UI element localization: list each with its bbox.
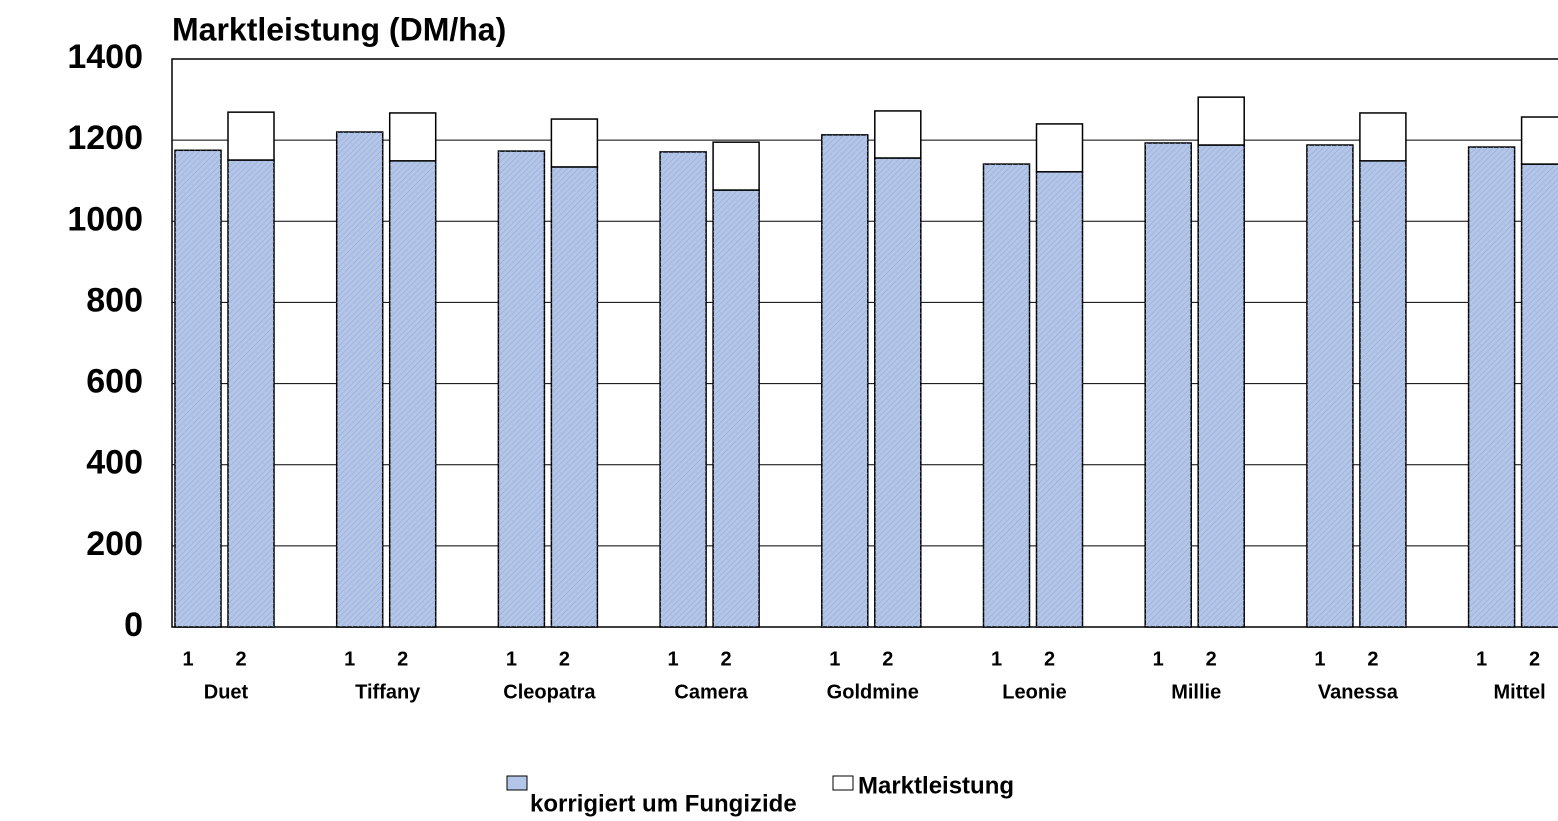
y-tick-label: 0 xyxy=(124,606,143,644)
group-label: Cleopatra xyxy=(503,681,596,703)
legend-label: Marktleistung xyxy=(858,772,1014,799)
x-tick-label: 1 xyxy=(1476,648,1487,670)
legend-swatch xyxy=(832,775,854,791)
bar xyxy=(874,110,922,159)
bar xyxy=(1197,144,1245,628)
x-tick-label: 2 xyxy=(397,648,408,670)
y-tick-label: 400 xyxy=(86,444,143,482)
x-tick-label: 1 xyxy=(344,648,355,670)
y-tick-label: 600 xyxy=(86,363,143,401)
x-tick-label: 2 xyxy=(721,648,732,670)
bar xyxy=(712,141,760,191)
bar xyxy=(227,111,275,161)
group-label: Tiffany xyxy=(355,681,421,703)
bar xyxy=(1035,123,1084,173)
legend-label: korrigiert um Fungizide xyxy=(530,790,797,817)
group-label: Vanessa xyxy=(1318,681,1399,703)
bar xyxy=(659,151,707,628)
group-label: Camera xyxy=(674,681,748,703)
group-label: Millie xyxy=(1171,681,1221,703)
bar xyxy=(227,159,275,628)
y-tick-label: 800 xyxy=(86,281,143,319)
x-tick-label: 1 xyxy=(182,648,193,670)
x-tick-label: 2 xyxy=(882,648,893,670)
x-tick-label: 1 xyxy=(1314,648,1325,670)
bar xyxy=(550,118,599,168)
bar xyxy=(1359,112,1407,162)
group-label: Goldmine xyxy=(827,681,919,703)
legend-swatch xyxy=(506,775,528,791)
bar xyxy=(874,157,922,628)
bar xyxy=(982,163,1031,628)
bar xyxy=(174,149,222,628)
bar xyxy=(1520,116,1558,165)
group-label: Mittel xyxy=(1493,681,1545,703)
x-tick-label: 2 xyxy=(1206,648,1217,670)
x-tick-label: 1 xyxy=(668,648,679,670)
chart-title: Marktleistung (DM/ha) xyxy=(172,11,506,47)
bar xyxy=(1306,144,1354,628)
x-tick-label: 2 xyxy=(1044,648,1055,670)
y-tick-label: 1400 xyxy=(67,38,143,76)
bar xyxy=(335,131,384,628)
x-tick-label: 1 xyxy=(829,648,840,670)
x-tick-label: 1 xyxy=(506,648,517,670)
x-tick-label: 2 xyxy=(559,648,570,670)
bar xyxy=(1520,163,1558,628)
bar xyxy=(497,150,546,628)
bar xyxy=(550,166,599,628)
y-tick-label: 1000 xyxy=(67,200,143,238)
bar xyxy=(712,189,760,628)
bar xyxy=(1035,171,1084,628)
bar xyxy=(1359,160,1407,628)
bar xyxy=(1467,146,1516,628)
bar xyxy=(1197,96,1245,146)
x-tick-label: 2 xyxy=(1367,648,1378,670)
x-tick-label: 1 xyxy=(1153,648,1164,670)
x-tick-label: 1 xyxy=(991,648,1002,670)
y-tick-label: 1200 xyxy=(67,119,143,157)
bar xyxy=(388,112,437,162)
x-tick-label: 2 xyxy=(1529,648,1540,670)
bar xyxy=(821,134,869,628)
x-tick-label: 2 xyxy=(235,648,246,670)
y-tick-label: 200 xyxy=(86,525,143,563)
group-label: Leonie xyxy=(1002,681,1066,703)
group-label: Duet xyxy=(204,681,249,703)
bar xyxy=(1144,142,1192,628)
bar xyxy=(388,160,437,628)
